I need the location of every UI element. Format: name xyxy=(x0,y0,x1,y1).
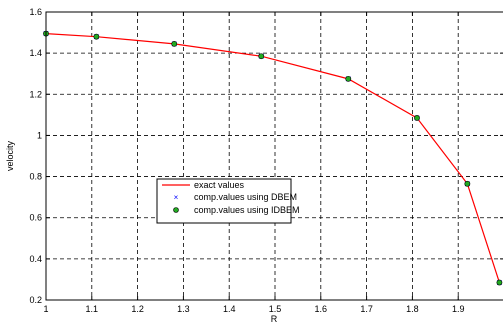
legend-label-idbem: comp.values using IDBEM xyxy=(194,205,300,215)
legend-label-exact: exact values xyxy=(194,180,245,190)
legend: exact values × comp.values using DBEM co… xyxy=(156,178,300,224)
x-tick-label: 1.3 xyxy=(177,304,190,314)
x-axis-label: R xyxy=(271,314,278,324)
x-tick-label: 1 xyxy=(43,304,48,314)
series-line-exact-values xyxy=(45,33,500,283)
x-tick-label: 1.7 xyxy=(360,304,373,314)
x-tick-label: 1.2 xyxy=(131,304,144,314)
x-tick-label: 1.4 xyxy=(223,304,236,314)
idbem-point xyxy=(414,115,420,121)
y-tick-label: 1.6 xyxy=(29,7,42,17)
legend-label-dbem: comp.values using DBEM xyxy=(194,192,297,202)
x-tick-label: 1.9 xyxy=(452,304,465,314)
grid-lines xyxy=(46,12,503,300)
y-tick-label: 0.8 xyxy=(29,172,42,182)
idbem-point xyxy=(171,40,178,47)
x-tick-label: 1.6 xyxy=(315,304,328,314)
y-tick-label: 1 xyxy=(37,130,42,140)
idbem-point xyxy=(464,180,471,187)
idbem-point xyxy=(345,75,352,82)
idbem-point xyxy=(93,33,100,40)
axis-ticks: 1 1.1 1.2 1.3 1.4 1.5 1.6 1.7 1.8 1.9 0.2 0.4 0.6 0.8… xyxy=(29,7,503,314)
series-lines xyxy=(45,33,500,283)
legend-marker-dbem: × xyxy=(174,193,179,202)
legend-box xyxy=(156,178,292,224)
legend-marker-idbem xyxy=(173,207,179,213)
y-tick-label: 0.6 xyxy=(29,213,42,223)
x-tick-label: 1.8 xyxy=(406,304,419,314)
y-tick-label: 1.4 xyxy=(29,48,42,58)
series-markers xyxy=(43,30,503,286)
idbem-point xyxy=(496,279,503,286)
y-tick-label: 0.4 xyxy=(29,254,42,264)
x-tick-label: 1.5 xyxy=(269,304,282,314)
y-tick-label: 0.2 xyxy=(29,295,42,305)
x-tick-label: 1.1 xyxy=(86,304,99,314)
idbem-point xyxy=(258,53,265,60)
y-tick-label: 1.2 xyxy=(29,89,42,99)
y-axis-label: velocity xyxy=(5,140,15,171)
